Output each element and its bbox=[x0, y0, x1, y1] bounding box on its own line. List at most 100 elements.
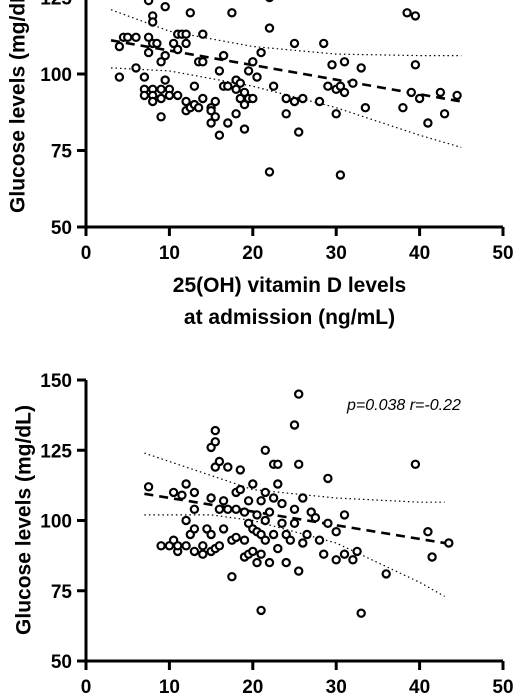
plot2-data-point bbox=[260, 515, 270, 526]
plot1-data-point bbox=[335, 170, 346, 180]
plot1-data-point bbox=[289, 96, 300, 107]
plot2-y-tick-label: 125 bbox=[40, 441, 72, 462]
plot2-data-point bbox=[210, 425, 220, 436]
plot2-data-point bbox=[189, 524, 200, 534]
plot2-data-point bbox=[423, 527, 433, 537]
plot1-x-tick-label: 50 bbox=[492, 243, 513, 264]
plot2-data-point bbox=[143, 482, 154, 492]
plot2-data-point bbox=[248, 546, 258, 557]
plot1-data-point bbox=[143, 47, 154, 58]
plot2-x-tick-label: 50 bbox=[492, 677, 513, 698]
plot2-data-point bbox=[256, 496, 266, 506]
plot1-data-point bbox=[181, 38, 191, 49]
plot2-x-tick-label: 30 bbox=[326, 677, 347, 698]
plot1-data-point bbox=[402, 8, 412, 18]
plot1-data-point bbox=[435, 87, 446, 98]
plot2-data-point bbox=[348, 555, 358, 565]
plot1-data-point bbox=[243, 66, 254, 76]
plot1-x-tick-label: 0 bbox=[81, 243, 92, 264]
plot2-data-point bbox=[156, 541, 166, 551]
plot2-data-point bbox=[268, 529, 279, 540]
plot2-data-point bbox=[168, 487, 179, 498]
plot1-data-point bbox=[156, 57, 166, 67]
plot2-data-point bbox=[323, 473, 333, 484]
plot2-data-point bbox=[277, 498, 287, 509]
plot2-data-point bbox=[214, 541, 225, 551]
plot1-data-point bbox=[264, 167, 275, 177]
plot2-data-point bbox=[339, 510, 350, 520]
plot1-data-point bbox=[231, 84, 241, 95]
plot2-data-point bbox=[223, 504, 233, 514]
plot1-data-point bbox=[122, 32, 133, 43]
plot1-data-point bbox=[198, 57, 208, 67]
plot2-data-point bbox=[256, 549, 266, 559]
plot1-data-point bbox=[143, 0, 154, 6]
plot2-x-tick-label: 10 bbox=[159, 677, 180, 698]
plot1-data-point bbox=[160, 75, 170, 85]
plot2-data-point bbox=[331, 527, 341, 537]
plot1-y-tick-label: 50 bbox=[51, 218, 72, 239]
plot2-x-tick-label: 40 bbox=[409, 677, 430, 698]
plot2-data-point bbox=[189, 487, 200, 498]
plot1-data-point bbox=[414, 93, 425, 104]
plot2-data-point bbox=[231, 504, 241, 514]
plot2-data-point bbox=[218, 496, 229, 506]
plot1-y-tick-label: 125 bbox=[40, 0, 72, 10]
plot2-x-tick-label: 0 bbox=[81, 677, 92, 698]
plot1-data-point bbox=[214, 66, 225, 76]
plot2-data-point bbox=[239, 507, 250, 517]
plot2-data-point bbox=[264, 557, 275, 568]
plot2-y-tick-label: 150 bbox=[40, 371, 72, 392]
plot1-data-point bbox=[139, 72, 150, 82]
plot1-y-axis-title: Glucose levels (mg/dL) bbox=[7, 0, 30, 213]
plot2-data-point bbox=[214, 504, 225, 514]
plot1-data-point bbox=[206, 118, 216, 128]
plot1-data-point bbox=[227, 8, 237, 18]
plot2-data-point bbox=[227, 572, 237, 582]
plot2-data-point bbox=[339, 549, 350, 559]
plot2-data-point bbox=[356, 608, 366, 618]
plot1-data-point bbox=[223, 118, 233, 128]
plot2-data-point bbox=[273, 543, 283, 554]
plot1-data-point bbox=[139, 90, 150, 101]
plot1-data-point bbox=[356, 63, 366, 73]
plot2-data-point bbox=[177, 490, 187, 500]
plot2-data-point bbox=[223, 462, 233, 472]
plot1-data-point bbox=[314, 96, 325, 107]
plot2-data-point bbox=[206, 529, 216, 540]
scatter-plot-2: 50 75 100 125 150 0 10 20 30 40 50 Glucose levels (… bbox=[13, 371, 514, 698]
plot1-data-point bbox=[218, 50, 229, 61]
plot1-data-point bbox=[235, 78, 245, 88]
plot2-data-point bbox=[252, 510, 262, 520]
scatter-plot-1: 50 75 100 125 0 10 20 30 40 50 Glucose levels (mg/… bbox=[7, 0, 514, 329]
plot1-data-point bbox=[147, 17, 158, 27]
plot2-data-point bbox=[243, 496, 254, 506]
plot1-data-point bbox=[281, 109, 291, 119]
plot2-data-point bbox=[352, 546, 362, 557]
plot1-data-point bbox=[156, 84, 166, 95]
plot1-data-point bbox=[239, 87, 250, 98]
plot2-ci-upper-curve bbox=[144, 452, 445, 503]
plot2-data-point bbox=[231, 532, 241, 543]
plot1-data-point bbox=[327, 60, 337, 70]
plot1-data-point bbox=[114, 72, 125, 82]
plot2-data-point bbox=[319, 549, 329, 559]
plot2-data-point bbox=[172, 541, 183, 551]
plot1-data-point bbox=[289, 38, 300, 49]
plot2-data-point bbox=[427, 552, 437, 562]
plot1-x-axis-title-line: at admission (ng/mL) bbox=[184, 306, 395, 329]
plot1-data-point bbox=[156, 112, 166, 122]
plot1-data-point bbox=[114, 41, 125, 52]
plot2-data-point bbox=[298, 493, 308, 503]
plot2-data-point bbox=[298, 538, 308, 548]
plot2-data-point bbox=[198, 541, 208, 551]
plot1-data-point bbox=[152, 38, 162, 49]
plot1-data-point bbox=[206, 105, 216, 116]
plot1-data-point bbox=[156, 93, 166, 104]
plot2-data-point bbox=[235, 484, 245, 495]
plot1-data-point bbox=[160, 1, 170, 12]
plot1-data-point bbox=[168, 38, 179, 49]
plot2-data-point bbox=[381, 569, 391, 579]
plot1-data-point bbox=[323, 81, 333, 91]
plot2-data-point bbox=[264, 507, 275, 517]
